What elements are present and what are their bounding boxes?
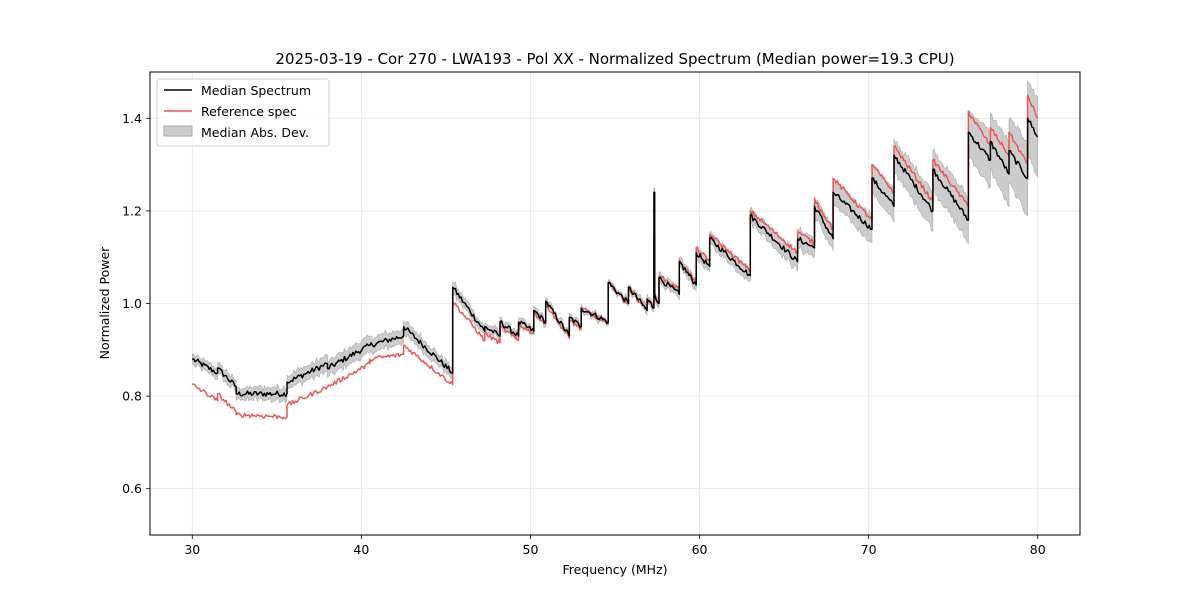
y-tick-label: 1.4 <box>122 111 142 126</box>
series-layer <box>192 94 1039 420</box>
x-tick-label: 60 <box>692 542 708 557</box>
median-spectrum-line <box>192 117 1039 398</box>
x-tick-label: 50 <box>523 542 539 557</box>
y-axis-label: Normalized Power <box>97 246 112 360</box>
x-tick-label: 70 <box>861 542 877 557</box>
legend-mad-swatch <box>163 125 193 137</box>
legend-reference-label: Reference spec <box>201 104 297 119</box>
y-tick-label: 1.2 <box>122 203 142 218</box>
x-tick-label: 80 <box>1030 542 1046 557</box>
legend-box <box>156 78 330 147</box>
x-axis-ticks: 30 40 50 60 70 80 <box>184 535 1046 557</box>
y-tick-label: 0.8 <box>122 389 142 404</box>
chart-title: 2025-03-19 - Cor 270 - LWA193 - Pol XX -… <box>275 50 954 68</box>
x-axis-label: Frequency (MHz) <box>562 562 667 577</box>
y-axis-ticks: 0.6 0.8 1.0 1.2 1.4 <box>122 111 150 496</box>
y-tick-label: 1.0 <box>122 296 142 311</box>
y-tick-label: 0.6 <box>122 481 142 496</box>
x-tick-label: 40 <box>353 542 369 557</box>
legend-mad-label: Median Abs. Dev. <box>201 125 309 140</box>
mad-band-layer <box>192 79 1038 404</box>
x-tick-label: 30 <box>184 542 200 557</box>
legend-median-label: Median Spectrum <box>201 83 311 98</box>
mad-band <box>192 79 1038 404</box>
legend: Median Spectrum Reference spec Median Ab… <box>156 78 330 147</box>
